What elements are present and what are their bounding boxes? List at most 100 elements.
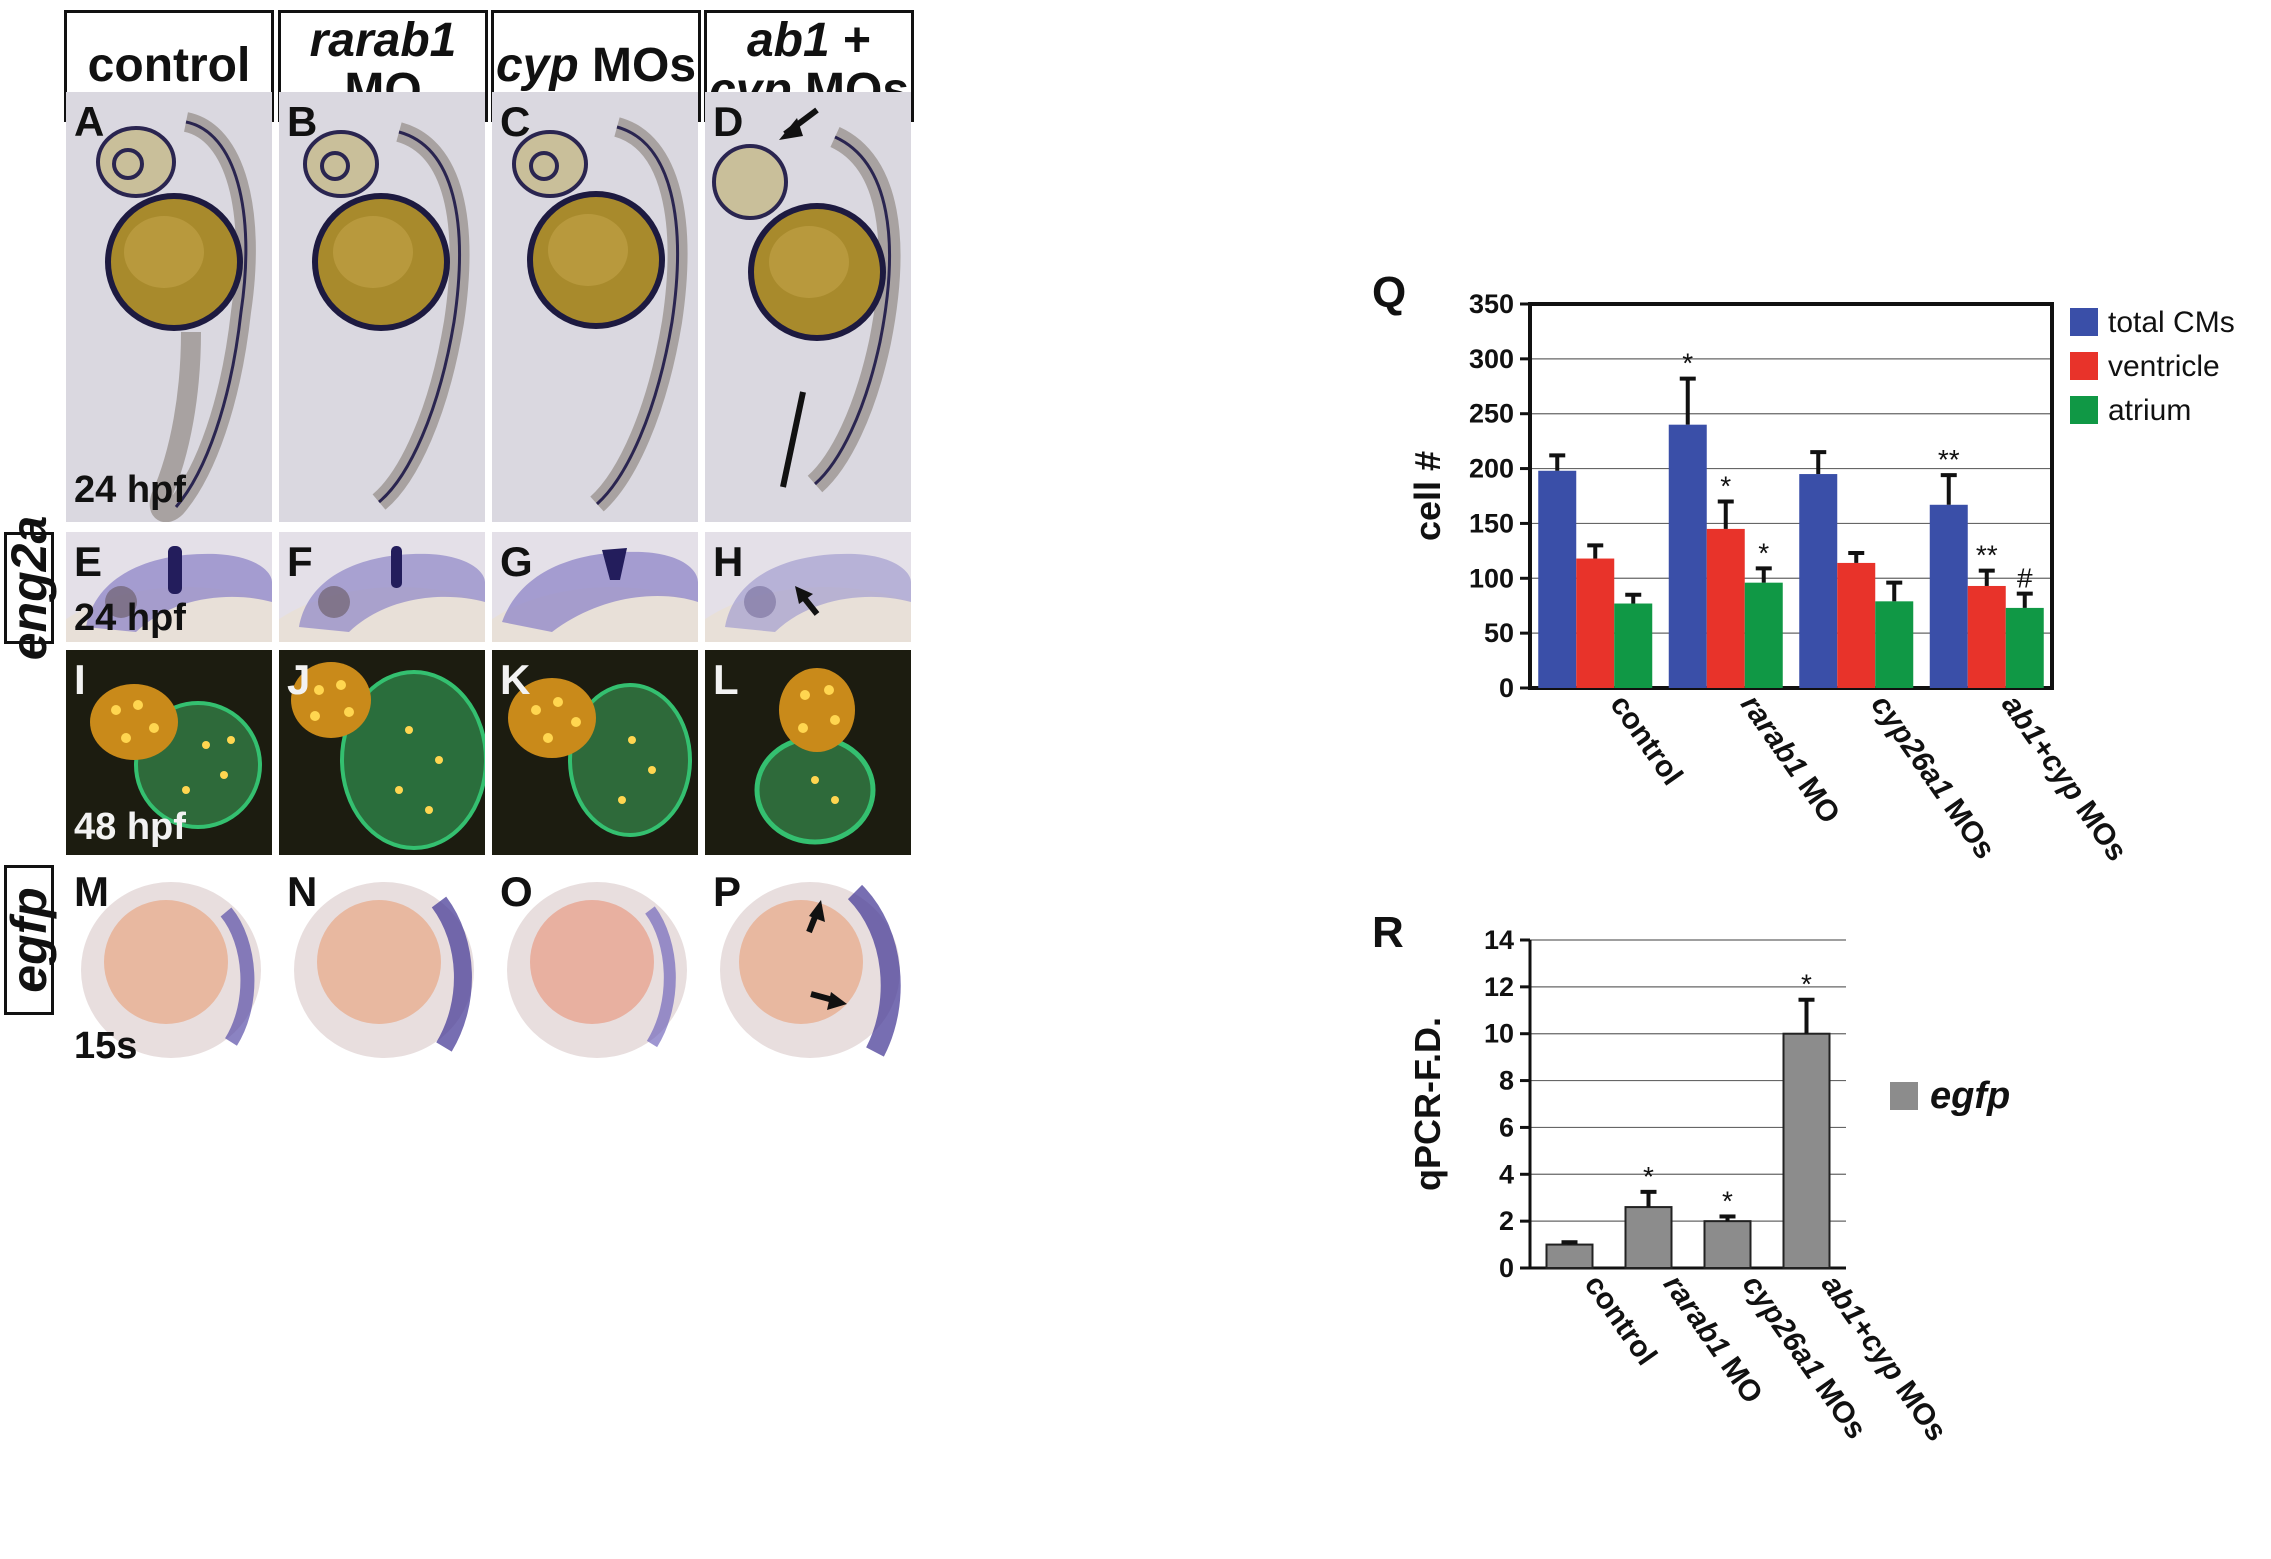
panel-letter: B [287,98,318,145]
heart-illustration [291,662,485,850]
stage-label: 48 hpf [74,806,186,848]
scale-bar [780,391,806,488]
bar [1576,558,1615,688]
legend-swatch [2070,396,2098,424]
bar [1744,582,1783,688]
panel-i-heart: I 48 hpf [66,650,272,855]
panel-l-heart: L [705,650,911,855]
eng2a-illustration [705,553,911,642]
significance-mark: * [1682,348,1693,379]
y-tick-label: 250 [1469,399,1514,429]
panel-letter: F [287,538,313,585]
panel-letter: P [713,868,742,915]
arrow-icon [810,991,834,1003]
x-tick-label: rarab1 MO [1734,689,1846,829]
bar [2005,607,2044,688]
panel-letter: A [74,98,105,145]
panel-g-eng2a: G [492,532,698,642]
eng2a-illustration [279,546,485,642]
panel-h-eng2a: H [705,532,911,642]
y-tick-label: 100 [1469,563,1514,593]
panel-letter: O [500,868,533,915]
legend-label: atrium [2108,394,2191,427]
panel-letter: M [74,868,109,915]
panel-k-heart: K [492,650,698,855]
embryo-illustration [96,112,256,522]
y-tick-label: 2 [1499,1206,1514,1236]
bar [1799,474,1838,688]
panel-d-embryo: D [705,92,911,522]
panel-letter: D [713,98,744,145]
legend-swatch [1890,1082,1918,1110]
y-tick-label: 8 [1499,1066,1514,1096]
panel-b-embryo: B [279,92,485,522]
panel-letter: N [287,868,318,915]
significance-mark: * [1643,1161,1654,1192]
x-tick-label: control [1578,1269,1663,1371]
y-axis-label: cell # [1407,451,1448,541]
panel-n-egfp: N [279,862,485,1070]
bar [1703,1220,1752,1269]
row-label-egfp: egfp [1,865,57,1015]
bar [1782,1032,1831,1270]
eng2a-illustration [66,546,272,642]
y-tick-label: 200 [1469,454,1514,484]
bar [1875,601,1914,688]
panel-letter-q: Q [1372,268,1407,317]
bar [1545,1243,1594,1270]
legend-swatch [2070,352,2098,380]
panel-c-embryo: C [492,92,698,522]
legend-label: total CMs [2108,306,2235,339]
arrow-head [779,118,803,140]
heart-illustration [90,684,262,829]
bar [1624,1206,1673,1270]
panel-letter: I [74,656,86,703]
bar [1837,562,1876,688]
egfp-illustration [294,882,474,1058]
embryo-illustration [303,122,470,510]
y-tick-label: 350 [1469,290,1514,319]
eng2a-illustration [492,548,698,642]
y-tick-label: 10 [1484,1019,1514,1049]
panel-e-eng2a: E 24 hpf [66,532,272,642]
y-tick-label: 300 [1469,344,1514,374]
panel-letter: C [500,98,531,145]
panel-a-embryo: A 24 hpf [66,92,272,522]
embryo-illustration [712,107,901,493]
row-label-eng2a: eng2a [1,515,57,661]
y-tick-label: 6 [1499,1112,1514,1142]
bar [1706,528,1745,688]
arrow-head [827,992,847,1010]
panel-f-eng2a: F [279,532,485,642]
significance-mark: ** [1976,540,1998,571]
significance-mark: * [1758,537,1769,568]
significance-mark: * [1722,1185,1733,1216]
panel-j-heart: J [279,650,485,855]
bar [1614,603,1653,688]
plot-frame [1528,302,2054,690]
panel-letter-r: R [1372,908,1404,957]
panel-letter: J [287,656,311,703]
legend-label: egfp [1930,1075,2010,1117]
bar [1967,585,2006,688]
bar [1538,470,1577,688]
significance-mark: ** [1938,444,1960,475]
x-tick-label: cyp26a1 MOs [1865,689,2002,865]
arrow-head [809,900,825,922]
panel-letter: G [500,538,533,585]
embryo-illustration [512,117,688,512]
y-tick-label: 0 [1499,1253,1514,1283]
panel-letter: K [500,656,531,703]
panel-letter: H [713,538,744,585]
y-tick-label: 50 [1484,618,1514,648]
egfp-illustration [507,882,687,1058]
bar [1668,424,1707,688]
stage-label: 24 hpf [74,469,186,511]
bar [1929,504,1968,688]
significance-mark: * [1801,969,1812,1000]
y-tick-label: 0 [1499,673,1514,703]
y-tick-label: 14 [1484,930,1514,955]
x-tick-label: control [1604,689,1689,791]
